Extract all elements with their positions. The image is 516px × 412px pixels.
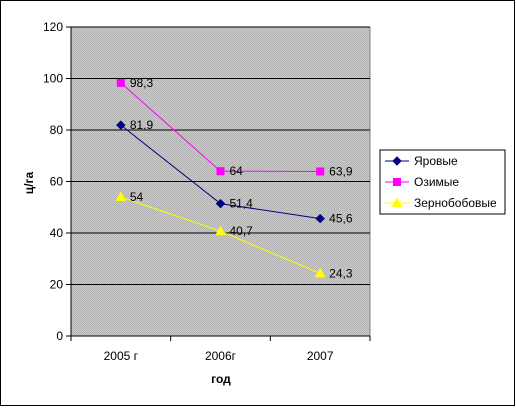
data-point [116, 78, 125, 87]
data-label: 64 [230, 164, 244, 178]
y-tick-label: 0 [56, 329, 63, 343]
data-label: 81,9 [130, 118, 154, 132]
series-group [115, 78, 326, 278]
x-tick-label: 2007 [307, 349, 334, 363]
legend-item: Озимые [385, 175, 459, 189]
legend-item: Яровые [385, 154, 458, 168]
y-tick-label: 60 [50, 175, 64, 189]
legend-marker [391, 197, 403, 207]
series-2 [116, 78, 325, 176]
data-point [216, 167, 225, 176]
data-point [315, 213, 325, 224]
y-tick-label: 80 [50, 123, 64, 137]
x-tick-label: 2006г [205, 349, 237, 363]
data-point [215, 225, 226, 236]
legend-item: Зернобобовые [385, 196, 497, 210]
data-point [316, 167, 325, 176]
y-axis-title: ц/га [22, 171, 36, 194]
data-label: 54 [130, 190, 144, 204]
x-axis-title: год [211, 372, 231, 386]
data-label: 24,3 [329, 266, 353, 280]
legend-label: Зернобобовые [414, 196, 497, 210]
data-label: 98,3 [130, 76, 154, 90]
data-label: 51,4 [230, 197, 254, 211]
data-point [314, 267, 326, 278]
y-tick-label: 120 [43, 20, 63, 34]
legend: Яровые Озимые Зернобобовые [379, 149, 506, 215]
data-label: 40,7 [230, 224, 254, 238]
y-tick-label: 100 [43, 72, 63, 86]
data-point [116, 120, 126, 130]
data-point [115, 191, 127, 201]
data-labels: 81,9 51,4 45,6 98,3 64 63,9 54 40,7 24,3 [130, 76, 353, 281]
data-label: 63,9 [329, 164, 353, 178]
legend-marker [392, 156, 402, 166]
series-3 [115, 191, 326, 278]
legend-label: Озимые [414, 175, 459, 189]
legend-marker [393, 178, 401, 186]
legend-label: Яровые [414, 154, 458, 168]
data-label: 45,6 [329, 212, 353, 226]
x-tick-label: 2005 г [104, 349, 139, 363]
series-1 [116, 120, 325, 224]
data-point [215, 198, 226, 209]
y-tick-label: 40 [50, 226, 64, 240]
y-tick-label: 20 [50, 278, 64, 292]
axes: 0 20 40 60 80 100 120 2005 г 2006г 2007 [43, 20, 371, 363]
